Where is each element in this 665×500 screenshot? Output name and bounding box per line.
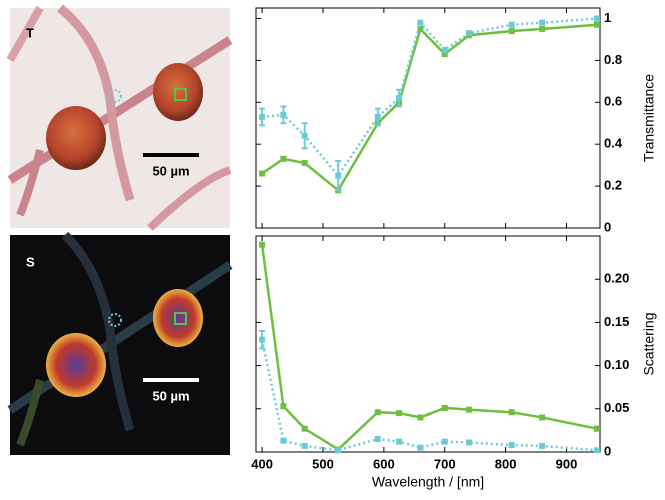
error-bar xyxy=(259,330,266,350)
y-tick-label: 0.10 xyxy=(604,357,629,372)
scale-bar-label: 50 µm xyxy=(152,163,189,178)
x-tick-label: 900 xyxy=(556,456,578,471)
plot-frame xyxy=(255,235,601,453)
y-tick-label: 0.8 xyxy=(604,52,622,67)
marker xyxy=(508,409,515,416)
marker xyxy=(593,447,600,454)
y-tick-label: 0 xyxy=(604,219,611,234)
y-tick-label: 0.05 xyxy=(604,400,629,415)
error-bar xyxy=(335,159,342,192)
marker xyxy=(280,437,287,444)
x-axis-title: Wavelength / [nm] xyxy=(372,474,484,490)
y-tick-label: 0.6 xyxy=(604,94,622,109)
marker xyxy=(539,19,546,26)
marker xyxy=(539,414,546,421)
plot-frame xyxy=(255,7,601,229)
marker xyxy=(466,30,473,37)
y-tick-label: 0.2 xyxy=(604,178,622,193)
marker xyxy=(441,404,448,411)
series-line xyxy=(261,23,598,193)
marker xyxy=(508,21,515,28)
marker xyxy=(417,25,424,32)
marker xyxy=(301,442,308,449)
x-tick-label: 700 xyxy=(434,456,456,471)
marker xyxy=(259,241,266,248)
micrograph-s: S 50 µm xyxy=(7,231,233,455)
panel-label: S xyxy=(26,254,35,269)
marker xyxy=(417,444,424,451)
marker xyxy=(417,19,424,26)
y-tick-label: 0 xyxy=(604,443,611,458)
panel-label: T xyxy=(26,25,34,40)
series-line xyxy=(260,244,598,451)
marker xyxy=(508,442,515,449)
marker xyxy=(301,160,308,167)
x-tick-label: 400 xyxy=(251,456,273,471)
marker xyxy=(441,438,448,445)
micrograph-t: T 50 µm xyxy=(6,4,233,231)
error-bar xyxy=(280,105,287,125)
marker xyxy=(593,425,600,432)
marker xyxy=(301,425,308,432)
y-tick-label: 0.20 xyxy=(604,271,629,286)
marker xyxy=(280,403,287,410)
marker xyxy=(593,15,600,22)
marker xyxy=(539,442,546,449)
error-bar xyxy=(396,88,403,108)
marker xyxy=(593,21,600,28)
marker xyxy=(374,436,381,443)
x-tick-label: 800 xyxy=(495,456,517,471)
marker xyxy=(396,438,403,445)
error-bar xyxy=(301,122,308,150)
y-tick-label: 0.4 xyxy=(604,136,623,151)
marker xyxy=(374,409,381,416)
series-line xyxy=(261,17,598,178)
marker xyxy=(441,51,448,58)
marker xyxy=(280,155,287,162)
marker xyxy=(259,170,266,177)
y-axis-title: Transmittance xyxy=(641,74,657,162)
scale-bar-label: 50 µm xyxy=(152,388,189,403)
y-axis-title: Scattering xyxy=(641,312,657,375)
x-tick-label: 600 xyxy=(373,456,395,471)
error-bar xyxy=(259,107,266,127)
marker xyxy=(466,406,473,413)
error-bar xyxy=(374,107,381,127)
marker xyxy=(508,28,515,35)
marker xyxy=(335,447,342,454)
marker xyxy=(466,439,473,446)
marker xyxy=(539,25,546,32)
marker xyxy=(441,46,448,53)
y-tick-label: 1 xyxy=(604,10,611,25)
x-tick-label: 500 xyxy=(312,456,334,471)
marker xyxy=(396,410,403,417)
marker xyxy=(417,414,424,421)
y-tick-label: 0.15 xyxy=(604,314,629,329)
series-line xyxy=(260,339,598,452)
